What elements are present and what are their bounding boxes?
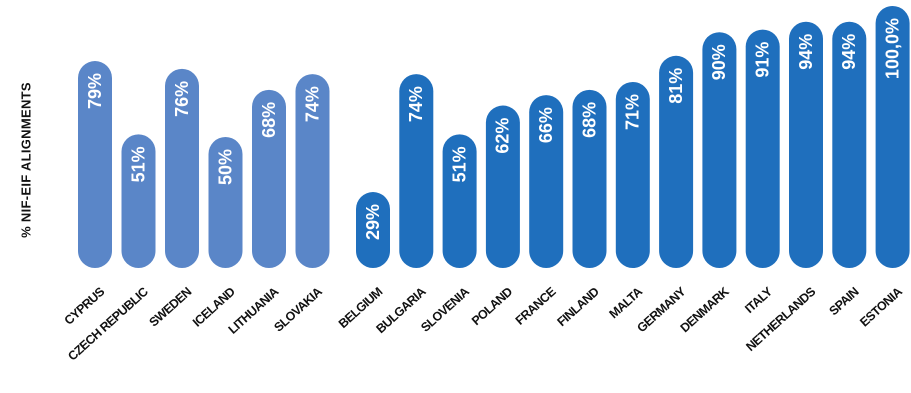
value-label-slovakia: 74%: [302, 86, 322, 122]
bar-sweden: [165, 68, 199, 268]
category-label-sweden: SWEDEN: [147, 284, 195, 329]
bar-lithuania: [252, 89, 286, 268]
value-label-spain: 94%: [839, 34, 859, 70]
category-label-france: FRANCE: [513, 285, 559, 328]
bar-france: [529, 95, 564, 268]
bar-belgium: [356, 192, 390, 268]
value-label-sweden: 76%: [172, 81, 192, 117]
category-label-malta: MALTA: [607, 284, 646, 321]
value-label-denmark: 90%: [709, 44, 729, 80]
value-label-cyprus: 79%: [85, 73, 105, 109]
bar-finland: [572, 89, 607, 268]
bar-slovenia: [442, 134, 477, 268]
bar-czech-republic: [121, 134, 156, 268]
category-label-poland: POLAND: [469, 284, 515, 328]
category-label-denmark: DENMARK: [678, 284, 732, 335]
category-label-finland: FINLAND: [554, 284, 601, 329]
bar-netherlands: [789, 21, 823, 268]
value-label-italy: 91%: [752, 42, 772, 78]
category-label-italy: ITALY: [742, 284, 775, 316]
value-label-netherlands: 94%: [796, 34, 816, 70]
bar-bulgaria: [399, 74, 434, 269]
bar-italy: [745, 29, 780, 268]
value-label-slovenia: 51%: [449, 146, 469, 182]
category-label-spain: SPAIN: [826, 284, 861, 318]
category-label-slovakia: SLOVAKIA: [271, 284, 325, 334]
bar-denmark: [702, 32, 737, 269]
value-label-bulgaria: 74%: [406, 86, 426, 122]
bar-slovakia: [295, 74, 330, 269]
value-label-iceland: 50%: [215, 149, 235, 185]
category-label-slovenia: SLOVENIA: [418, 284, 472, 334]
bar-germany: [659, 55, 694, 268]
bar-spain: [832, 21, 867, 268]
value-label-estonia: 100,0%: [882, 18, 902, 79]
bar-malta: [615, 81, 650, 268]
category-label-czech-republic: CZECH REPUBLIC: [65, 284, 151, 363]
bar-poland: [485, 105, 520, 268]
value-label-lithuania: 68%: [259, 102, 279, 138]
value-label-czech-republic: 51%: [128, 146, 148, 182]
value-label-germany: 81%: [666, 68, 686, 104]
value-label-france: 66%: [536, 107, 556, 143]
value-label-poland: 62%: [493, 118, 513, 154]
bar-estonia: [875, 6, 910, 268]
value-label-finland: 68%: [579, 102, 599, 138]
category-label-estonia: ESTONIA: [857, 284, 905, 329]
value-label-malta: 71%: [623, 94, 643, 130]
bar-iceland: [208, 137, 243, 268]
y-axis-label: % NIF-EIF ALIGNMENTS: [18, 82, 33, 238]
bars-layer: 79% 51% 76% 50% 68% 74% 29% 74% 51% 62% 66% 68% 71% 8…: [78, 6, 910, 269]
bar-cyprus: [78, 61, 112, 268]
value-label-belgium: 29%: [363, 204, 383, 240]
